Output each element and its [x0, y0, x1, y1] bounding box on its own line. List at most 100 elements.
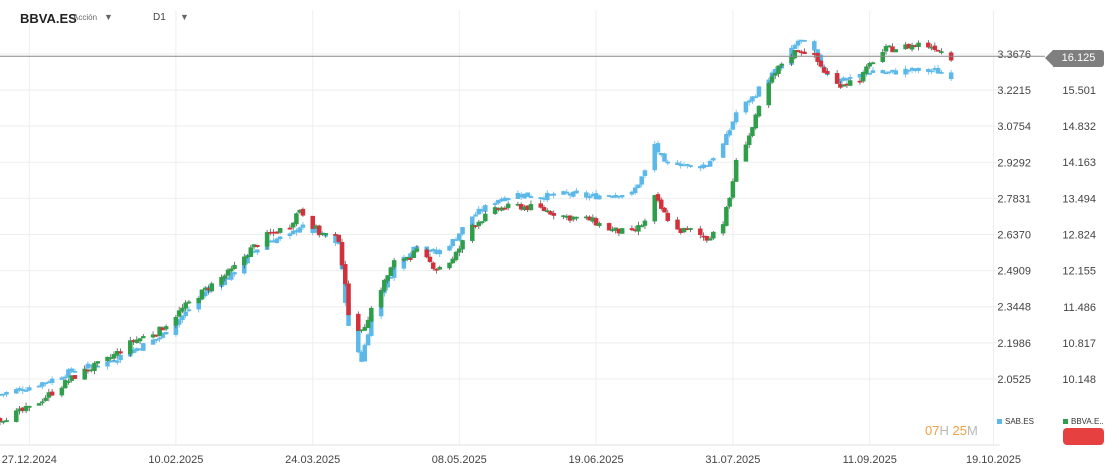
candle-body [730, 121, 736, 130]
candle-body [571, 191, 576, 197]
candle-body [457, 233, 462, 241]
candle-body [662, 207, 667, 213]
candle-body [128, 340, 133, 355]
y-tick-label-left: 2.9292 [997, 157, 1031, 169]
candle-body [779, 63, 785, 66]
candle-body [408, 258, 413, 260]
candle-body [300, 208, 306, 216]
candle-body [544, 192, 550, 201]
candle-body [505, 198, 511, 200]
candle-body [795, 40, 801, 46]
candle-body [772, 72, 778, 76]
x-tick-label: 24.03.2025 [285, 454, 340, 466]
candle-body [186, 309, 192, 312]
candle-body [460, 227, 465, 235]
candle-body [492, 203, 498, 205]
candle-body [769, 76, 775, 83]
candle-body [916, 67, 921, 71]
candle-body [906, 69, 912, 72]
legend-item-bbva[interactable]: BBVA.E.. [1063, 417, 1104, 426]
candle-body [411, 250, 416, 259]
candle-body [593, 218, 599, 226]
candle-body [681, 227, 687, 233]
candle-body [1, 393, 6, 396]
timeframe-dropdown-icon[interactable]: ▼ [180, 12, 189, 22]
candle-body [447, 245, 452, 251]
candle-body [655, 143, 661, 153]
candle-body [92, 362, 97, 371]
candle-body [492, 207, 498, 214]
candle-body [450, 258, 456, 264]
candle-body [346, 283, 351, 316]
candle-body [903, 68, 908, 75]
candle-body [707, 238, 713, 241]
candle-body [883, 72, 889, 75]
candle-body [232, 264, 237, 269]
candle-body [483, 205, 488, 212]
candle-body [450, 239, 456, 247]
candle-body [196, 297, 201, 304]
candle-body [632, 187, 638, 194]
candle-body [343, 264, 348, 284]
candle-body [0, 417, 3, 422]
legend-item-sab[interactable]: SAB.ES [997, 417, 1034, 426]
candle-body [821, 67, 827, 73]
candle-body [27, 405, 32, 408]
candle-body [14, 389, 19, 394]
series-color-button[interactable] [1063, 428, 1104, 445]
candle-body [551, 212, 556, 216]
candle-body [720, 224, 726, 234]
candle-body [40, 382, 45, 387]
candle-body [382, 279, 387, 291]
candle-body [365, 334, 371, 346]
candle-countdown-timer: 07H 25M [925, 423, 978, 438]
candle-body [707, 160, 713, 167]
candle-body [437, 266, 442, 270]
candle-body [115, 360, 120, 363]
candle-body [870, 62, 876, 65]
candle-body [176, 310, 182, 317]
candle-body [362, 326, 368, 331]
candle-body [939, 72, 944, 74]
candle-body [356, 313, 361, 331]
candle-body [743, 144, 749, 162]
symbol-label[interactable]: BBVA.ES [20, 11, 77, 26]
candle-body [893, 70, 899, 75]
timeframe-selector[interactable]: D1 [153, 12, 166, 23]
candle-body [675, 219, 680, 230]
candle-body [434, 268, 439, 271]
candle-body [685, 164, 690, 166]
candle-body [294, 213, 299, 225]
candle-body [655, 194, 661, 201]
candle-body [860, 71, 866, 82]
candle-body [789, 57, 794, 64]
candle-body [66, 381, 71, 383]
candle-body [776, 65, 781, 74]
candle-body [551, 193, 556, 196]
candle-body [606, 223, 612, 231]
y-tick-label-right: 14.163 [1062, 157, 1096, 169]
candle-body [437, 250, 442, 255]
candle-body [746, 100, 752, 103]
y-tick-label-right: 12.824 [1062, 230, 1096, 242]
candle-body [154, 339, 159, 341]
candle-body [538, 203, 543, 208]
y-tick-label-left: 3.2215 [997, 85, 1031, 97]
candle-body [186, 301, 192, 304]
candle-body [727, 130, 732, 136]
symbol-dropdown-icon[interactable]: ▼ [104, 12, 113, 22]
candle-body [847, 80, 853, 86]
candle-body [274, 238, 280, 243]
x-tick-label: 19.06.2025 [569, 454, 624, 466]
candle-body [642, 220, 648, 226]
candle-body [229, 272, 234, 280]
candle-body [248, 247, 254, 257]
candle-body [49, 391, 55, 396]
candle-body [929, 70, 934, 73]
candle-body [141, 343, 146, 351]
candle-body [59, 387, 65, 396]
x-tick-label: 10.02.2025 [148, 454, 203, 466]
candle-body [316, 225, 322, 236]
candle-body [476, 208, 482, 215]
